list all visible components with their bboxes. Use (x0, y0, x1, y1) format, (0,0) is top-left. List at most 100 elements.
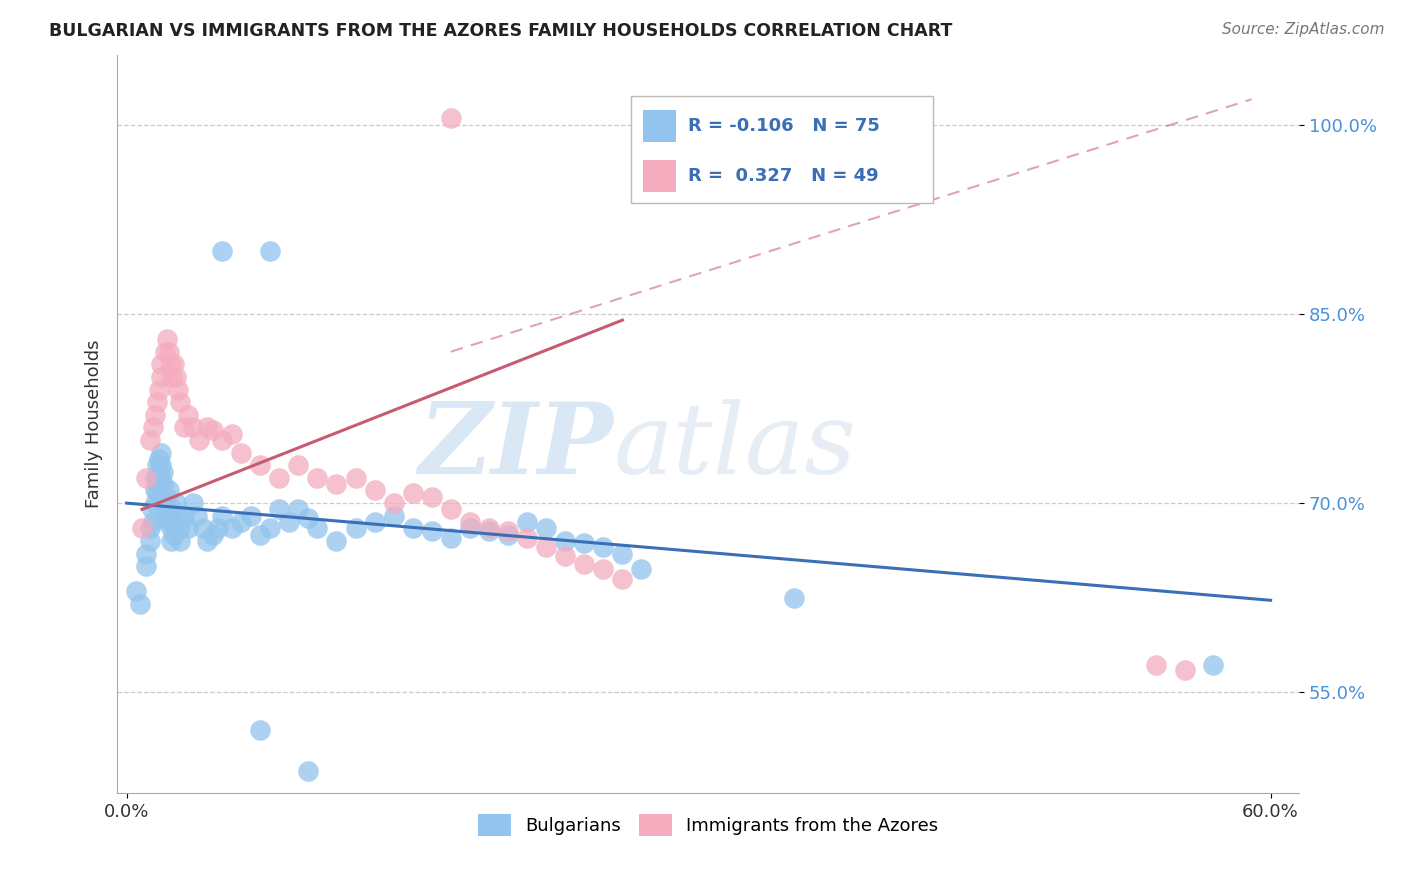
FancyBboxPatch shape (643, 110, 676, 142)
Text: R = -0.106   N = 75: R = -0.106 N = 75 (688, 117, 880, 135)
Point (153, 344, 176, 359)
Point (534, 541, 557, 555)
Point (138, 433, 160, 447)
Point (297, 764, 319, 778)
Point (153, 508, 176, 523)
Point (259, 521, 281, 535)
Point (221, 426, 243, 441)
Point (148, 452, 170, 467)
Point (382, 496, 405, 510)
Point (612, 572, 634, 586)
Point (146, 395, 169, 409)
Point (211, 244, 233, 258)
Point (173, 508, 195, 523)
Point (307, 471, 329, 485)
FancyBboxPatch shape (631, 95, 932, 202)
Point (163, 357, 186, 371)
Point (592, 541, 614, 555)
Point (207, 521, 229, 535)
Point (249, 458, 271, 473)
Point (344, 521, 367, 535)
Point (420, 524, 443, 538)
Legend: Bulgarians, Immigrants from the Azores: Bulgarians, Immigrants from the Azores (478, 814, 938, 836)
Point (269, 471, 291, 485)
Point (148, 383, 170, 397)
Point (269, 502, 291, 516)
Point (165, 370, 187, 384)
Point (1202, 657, 1225, 672)
Point (191, 521, 214, 535)
Point (195, 533, 218, 548)
Point (150, 458, 173, 473)
Point (221, 521, 243, 535)
Y-axis label: Family Households: Family Households (86, 340, 103, 508)
Point (163, 515, 186, 529)
Point (157, 515, 180, 529)
Point (211, 433, 233, 447)
Point (141, 502, 163, 516)
Point (249, 527, 271, 541)
Point (143, 483, 166, 498)
Point (201, 527, 224, 541)
Point (138, 521, 160, 535)
Point (496, 524, 519, 538)
Point (142, 420, 165, 434)
Point (307, 521, 329, 535)
Point (344, 471, 367, 485)
Point (143, 471, 166, 485)
Point (163, 527, 186, 541)
Point (534, 521, 557, 535)
Point (169, 533, 191, 548)
Point (325, 533, 347, 548)
Point (239, 508, 262, 523)
Point (156, 490, 179, 504)
Point (152, 477, 174, 491)
Point (277, 515, 299, 529)
Point (135, 559, 157, 574)
Point (150, 471, 173, 485)
Point (516, 515, 538, 529)
Point (131, 521, 153, 535)
Point (146, 458, 169, 473)
Point (150, 357, 173, 371)
Point (325, 477, 347, 491)
Point (186, 508, 208, 523)
Point (173, 420, 195, 434)
Text: BULGARIAN VS IMMIGRANTS FROM THE AZORES FAMILY HOUSEHOLDS CORRELATION CHART: BULGARIAN VS IMMIGRANTS FROM THE AZORES … (49, 22, 953, 40)
Point (162, 370, 184, 384)
Point (183, 420, 205, 434)
Point (188, 433, 211, 447)
Point (229, 515, 252, 529)
Point (195, 420, 218, 434)
Point (297, 511, 319, 525)
Point (148, 465, 170, 479)
Point (177, 521, 200, 535)
Point (143, 496, 166, 510)
Point (1144, 657, 1167, 672)
Point (229, 445, 252, 459)
Point (201, 423, 224, 437)
Point (156, 502, 179, 516)
Point (125, 584, 148, 599)
Point (574, 557, 596, 571)
Point (183, 496, 205, 510)
Point (554, 549, 576, 563)
Point (402, 486, 425, 500)
Point (135, 547, 157, 561)
Point (478, 524, 501, 538)
Text: atlas: atlas (613, 399, 856, 494)
Point (612, 547, 634, 561)
Point (153, 496, 176, 510)
Point (157, 483, 180, 498)
Point (249, 723, 271, 738)
Point (165, 496, 187, 510)
Point (783, 591, 806, 605)
Point (440, 502, 463, 516)
Text: Source: ZipAtlas.com: Source: ZipAtlas.com (1222, 22, 1385, 37)
Point (162, 502, 184, 516)
Point (157, 344, 180, 359)
Point (211, 508, 233, 523)
Point (440, 532, 463, 546)
Point (152, 465, 174, 479)
Point (574, 536, 596, 550)
